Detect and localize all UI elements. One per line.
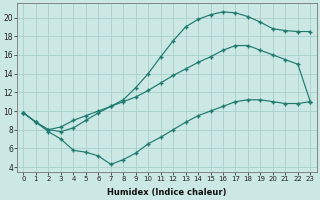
X-axis label: Humidex (Indice chaleur): Humidex (Indice chaleur) xyxy=(107,188,227,197)
